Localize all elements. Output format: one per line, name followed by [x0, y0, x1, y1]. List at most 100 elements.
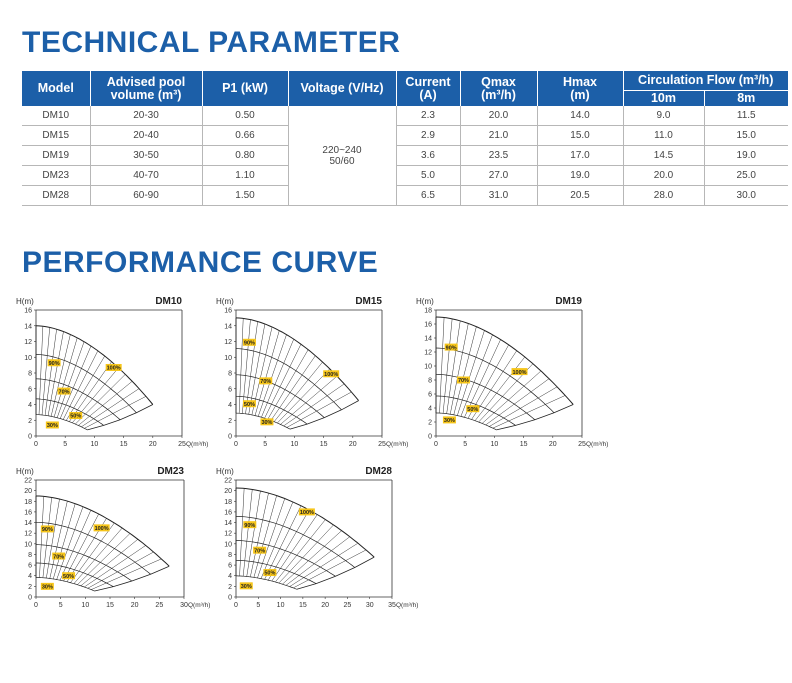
hatch-line	[49, 501, 68, 579]
y-axis-label: H(m)	[416, 297, 434, 306]
x-tick-label: 15	[299, 602, 307, 609]
hatch-line	[278, 524, 334, 584]
cell-volume: 20-30	[90, 106, 203, 126]
header-flow-8m: 8m	[704, 90, 789, 106]
voltage-line2: 50/60	[329, 155, 355, 167]
hatch-line	[271, 514, 318, 582]
efficiency-badge	[243, 521, 257, 529]
hatch-line	[286, 391, 352, 428]
y-axis-label: H(m)	[16, 467, 34, 476]
x-tick-label: 25	[155, 602, 163, 609]
x-tick-label: 5	[59, 602, 63, 609]
hatch-line	[261, 339, 294, 418]
hatch-line	[293, 549, 367, 589]
header-volume: Advised pool volume (m³)	[90, 71, 203, 106]
hatch-line	[52, 503, 76, 580]
hatch-line	[77, 533, 131, 585]
cell-qmax: 21.0	[460, 125, 538, 146]
envelope-end	[94, 565, 170, 592]
efficiency-badge	[253, 546, 267, 554]
hatch-line	[273, 361, 323, 422]
y-tick-label: 12	[224, 339, 232, 346]
x-tick-label: 25	[578, 441, 586, 448]
x-tick-label: 0	[234, 602, 238, 609]
speed-curve	[36, 414, 88, 431]
chart-title: DM19	[555, 296, 582, 307]
hatch-line	[46, 499, 60, 579]
cell-model: DM10	[22, 106, 91, 126]
efficiency-badge	[263, 569, 277, 577]
chart-title: DM23	[157, 466, 184, 477]
efficiency-badge	[62, 572, 76, 580]
y-tick-label: 12	[424, 350, 432, 357]
hatch-line	[47, 331, 64, 416]
hatch-line	[248, 323, 266, 415]
hatch-line	[91, 558, 162, 590]
hatch-line	[446, 320, 461, 414]
efficiency-badge	[323, 370, 340, 378]
cell-qmax: 23.5	[460, 145, 538, 166]
chart-title: DM15	[355, 296, 382, 307]
cell-p1: 0.80	[202, 145, 289, 166]
efficiency-label: 70%	[260, 379, 271, 385]
y-tick-label: 16	[24, 308, 32, 315]
cell-volume: 60-90	[90, 185, 203, 206]
hatch-line	[257, 498, 286, 579]
hatch-line	[449, 323, 469, 415]
hatch-line	[38, 326, 44, 415]
y-tick-label: 4	[228, 402, 232, 409]
cell-p1: 0.50	[202, 106, 289, 126]
y-tick-label: 10	[424, 364, 432, 371]
x-tick-label: 25	[344, 602, 352, 609]
hatch-line	[69, 361, 112, 422]
hatch-line	[285, 536, 350, 586]
y-tick-label: 12	[24, 339, 32, 346]
hatch-line	[489, 386, 558, 427]
cell-hmax: 15.0	[537, 125, 624, 146]
hatch-line	[492, 395, 566, 429]
speed-curve	[435, 347, 555, 413]
header-qmax: Qmax (m³/h)	[460, 71, 538, 106]
x-tick-label: 35	[388, 602, 396, 609]
hatch-line	[275, 519, 326, 583]
y-axis-label: H(m)	[216, 297, 234, 306]
x-axis-label: Q(m³/h)	[396, 602, 418, 609]
hatch-line	[75, 374, 126, 425]
hatch-line	[242, 319, 251, 414]
hatch-line	[267, 349, 309, 420]
hatch-line	[87, 551, 154, 589]
x-tick-label: 5	[256, 602, 260, 609]
cell-current: 2.3	[396, 106, 461, 126]
y-tick-label: 20	[24, 488, 32, 495]
hatch-line	[250, 493, 269, 577]
hatch-line	[39, 496, 45, 578]
efficiency-badge	[40, 582, 54, 590]
y-tick-label: 8	[28, 371, 32, 378]
envelope-end	[87, 404, 153, 431]
x-tick-label: 15	[106, 602, 114, 609]
y-tick-label: 6	[228, 563, 232, 570]
x-tick-label: 0	[234, 441, 238, 448]
efficiency-label: 30%	[241, 584, 252, 590]
x-tick-label: 20	[349, 441, 357, 448]
hatch-line	[474, 356, 525, 421]
performance-chart-dm28: 0 2 4 6 8 10 12 14 16 18 20 22 0 5 10 15 20 25 30 35 Q(m³/h)…	[214, 462, 434, 627]
efficiency-badge	[57, 387, 71, 395]
speed-curve	[236, 374, 325, 418]
y-tick-label: 18	[424, 308, 432, 315]
cell-flow-10m: 9.0	[623, 106, 705, 126]
cell-flow-8m: 25.0	[704, 165, 789, 186]
y-tick-label: 10	[224, 355, 232, 362]
hatch-line	[460, 334, 493, 417]
y-axis-label: H(m)	[216, 467, 234, 476]
hatch-line	[80, 539, 139, 587]
y-tick-label: 0	[428, 434, 432, 441]
chart-title: DM28	[365, 466, 392, 477]
efficiency-label: 90%	[244, 523, 255, 529]
hatch-line	[81, 388, 140, 428]
speed-curve	[35, 544, 133, 582]
efficiency-label: 30%	[444, 418, 455, 424]
x-tick-label: 15	[320, 441, 328, 448]
chart-svg: 0 2 4 6 8 10 12 14 16 0 5 10 15 20 25 Q(m³/h) H(m) DM15 10…	[216, 296, 408, 448]
speed-curve	[36, 495, 170, 567]
